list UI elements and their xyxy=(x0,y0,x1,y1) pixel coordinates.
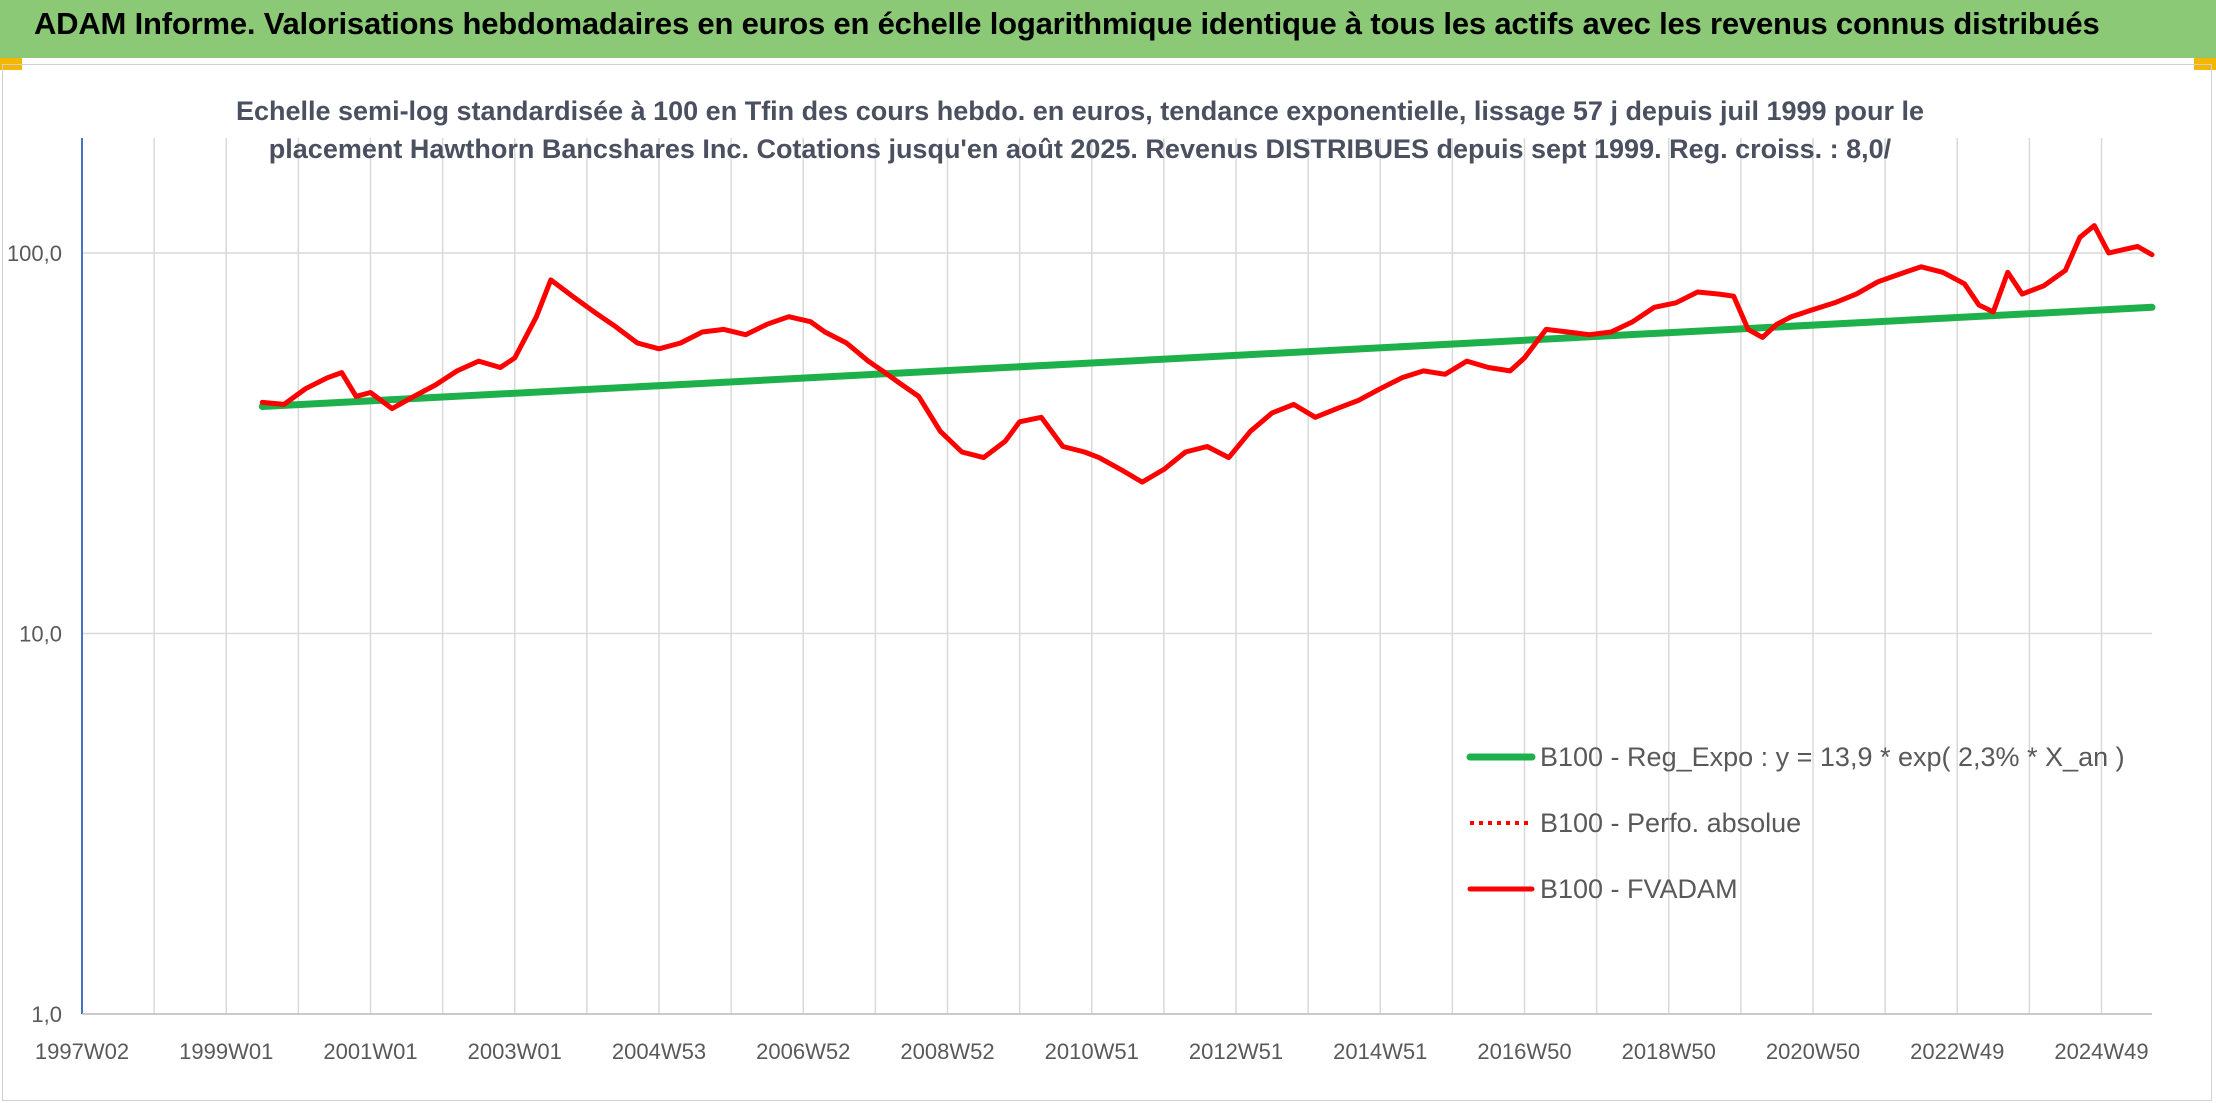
axis-layer xyxy=(81,138,2152,1015)
legend-label: B100 - FVADAM xyxy=(1540,874,1738,904)
x-tick-label: 1999W01 xyxy=(179,1039,273,1064)
x-tick-label: 2006W52 xyxy=(756,1039,850,1064)
x-tick-label: 2003W01 xyxy=(468,1039,562,1064)
x-tick-label: 1997W02 xyxy=(35,1039,129,1064)
x-tick-label: 2020W50 xyxy=(1766,1039,1860,1064)
legend-label: B100 - Perfo. absolue xyxy=(1540,808,1801,838)
x-tick-label: 2024W49 xyxy=(2054,1039,2148,1064)
x-tick-label: 2012W51 xyxy=(1189,1039,1283,1064)
x-tick-label: 2010W51 xyxy=(1045,1039,1139,1064)
x-tick-label: 2016W50 xyxy=(1477,1039,1571,1064)
chart-frame xyxy=(2,64,2212,1101)
legend-label: B100 - Reg_Expo : y = 13,9 * exp( 2,3% *… xyxy=(1540,742,2125,772)
report-banner: ADAM Informe. Valorisations hebdomadaire… xyxy=(0,0,2216,58)
grid-layer xyxy=(81,138,2152,1015)
y-tick-label: 1,0 xyxy=(31,1002,62,1027)
series-layer xyxy=(258,223,2156,485)
trend-line xyxy=(258,303,2156,410)
y-tick-label: 100,0 xyxy=(7,241,62,266)
x-tick-labels: 1997W02 1999W01 2001W01 2003W01 2004W53 2006W… xyxy=(35,1039,2149,1064)
x-tick-label: 2018W50 xyxy=(1622,1039,1716,1064)
x-tick-label: 2022W49 xyxy=(1910,1039,2004,1064)
x-tick-label: 2004W53 xyxy=(612,1039,706,1064)
chart-title: Echelle semi-log standardisée à 100 en T… xyxy=(235,96,1925,164)
y-tick-labels: 1,0 10,0 100,0 xyxy=(7,241,62,1027)
series-line-fvadam xyxy=(259,223,2155,485)
x-tick-label: 2008W52 xyxy=(900,1039,994,1064)
x-tick-label: 2001W01 xyxy=(323,1039,417,1064)
y-tick-label: 10,0 xyxy=(19,622,62,647)
legend: B100 - Reg_Expo : y = 13,9 * exp( 2,3% *… xyxy=(1466,742,2125,904)
report-title: ADAM Informe. Valorisations hebdomadaire… xyxy=(34,6,2100,41)
x-tick-label: 2014W51 xyxy=(1333,1039,1427,1064)
